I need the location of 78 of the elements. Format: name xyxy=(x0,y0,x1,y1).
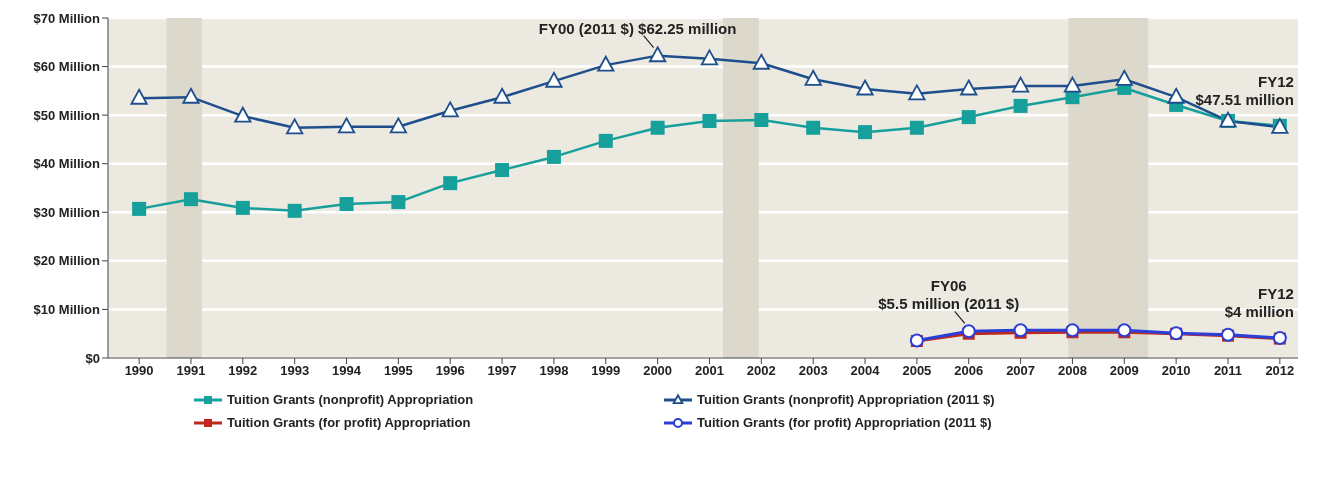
x-tick-label: 2008 xyxy=(1057,363,1087,379)
legend-label: Tuition Grants (for profit) Appropriation (2011 $) xyxy=(697,415,992,430)
point xyxy=(908,84,926,101)
point xyxy=(493,87,511,104)
point xyxy=(856,79,874,96)
x-tick-label: 1992 xyxy=(228,363,258,379)
point xyxy=(597,55,615,72)
point xyxy=(700,49,719,66)
point xyxy=(183,192,198,207)
y-tick-label: $70 Million xyxy=(33,10,101,26)
y-tick-label: $0 xyxy=(85,350,100,366)
point xyxy=(235,200,250,215)
annotation: FY00 (2011 $) $62.25 million xyxy=(538,19,737,37)
x-tick-label: 2007 xyxy=(1006,363,1036,379)
y-tick-label: $40 Million xyxy=(33,156,101,172)
point xyxy=(909,120,924,135)
annotation: FY06 $5.5 million (2011 $) xyxy=(878,277,1020,313)
point xyxy=(130,88,148,105)
point xyxy=(702,113,717,128)
point xyxy=(182,87,200,104)
point xyxy=(752,53,770,70)
y-tick-label: $60 Million xyxy=(33,59,101,75)
y-tick-label: $10 Million xyxy=(33,302,101,318)
point xyxy=(754,113,769,127)
x-tick-label: 1995 xyxy=(383,363,413,379)
point xyxy=(337,117,356,134)
x-tick-label: 1994 xyxy=(332,363,362,379)
x-tick-label: 2003 xyxy=(798,363,828,379)
x-tick-label: 2005 xyxy=(902,363,932,379)
x-tick-label: 1993 xyxy=(280,363,310,379)
x-tick-label: 2012 xyxy=(1265,363,1295,379)
point xyxy=(1063,76,1082,93)
point xyxy=(1115,69,1133,86)
point xyxy=(960,79,978,96)
point xyxy=(650,120,665,135)
x-tick-label: 1998 xyxy=(539,363,569,379)
x-tick-label: 2006 xyxy=(954,363,984,379)
point xyxy=(443,176,458,191)
x-tick-label: 1997 xyxy=(487,363,517,379)
x-tick-label: 1990 xyxy=(124,363,154,379)
point xyxy=(1167,87,1185,104)
point xyxy=(804,69,822,86)
legend-label: Tuition Grants (nonprofit) Appropriation xyxy=(227,392,474,407)
point xyxy=(339,197,354,212)
y-tick-label: $30 Million xyxy=(33,204,101,220)
x-tick-label: 2000 xyxy=(643,363,673,379)
point xyxy=(545,71,563,88)
annotation: FY12 $47.51 million xyxy=(1195,73,1294,109)
point xyxy=(858,125,873,140)
point xyxy=(1013,98,1028,113)
point xyxy=(649,46,667,63)
y-tick-label: $20 Million xyxy=(33,253,101,269)
x-tick-label: 2009 xyxy=(1109,363,1139,379)
y-tick-label: $50 Million xyxy=(33,107,101,123)
point xyxy=(389,117,407,134)
point xyxy=(961,110,976,125)
point xyxy=(391,195,406,210)
point xyxy=(234,106,252,123)
x-tick-label: 1991 xyxy=(176,363,206,379)
x-tick-label: 2002 xyxy=(746,363,776,379)
point xyxy=(598,133,613,148)
point xyxy=(132,201,147,216)
x-tick-label: 1999 xyxy=(591,363,621,379)
x-tick-label: 1996 xyxy=(435,363,465,379)
point xyxy=(441,101,459,118)
point xyxy=(287,203,302,218)
point xyxy=(286,118,304,135)
annotation: FY12 $4 million xyxy=(1224,284,1294,320)
point xyxy=(1011,76,1030,93)
legend-label: Tuition Grants (nonprofit) Appropriation (2011 $) xyxy=(697,392,995,407)
x-tick-label: 2004 xyxy=(850,363,881,379)
x-tick-label: 2001 xyxy=(695,363,724,379)
x-tick-label: 2010 xyxy=(1161,363,1191,379)
point xyxy=(495,163,510,178)
point xyxy=(546,149,561,164)
legend-label: Tuition Grants (for profit) Appropriation xyxy=(227,415,471,430)
point xyxy=(806,120,821,135)
x-tick-label: 2011 xyxy=(1213,363,1243,379)
